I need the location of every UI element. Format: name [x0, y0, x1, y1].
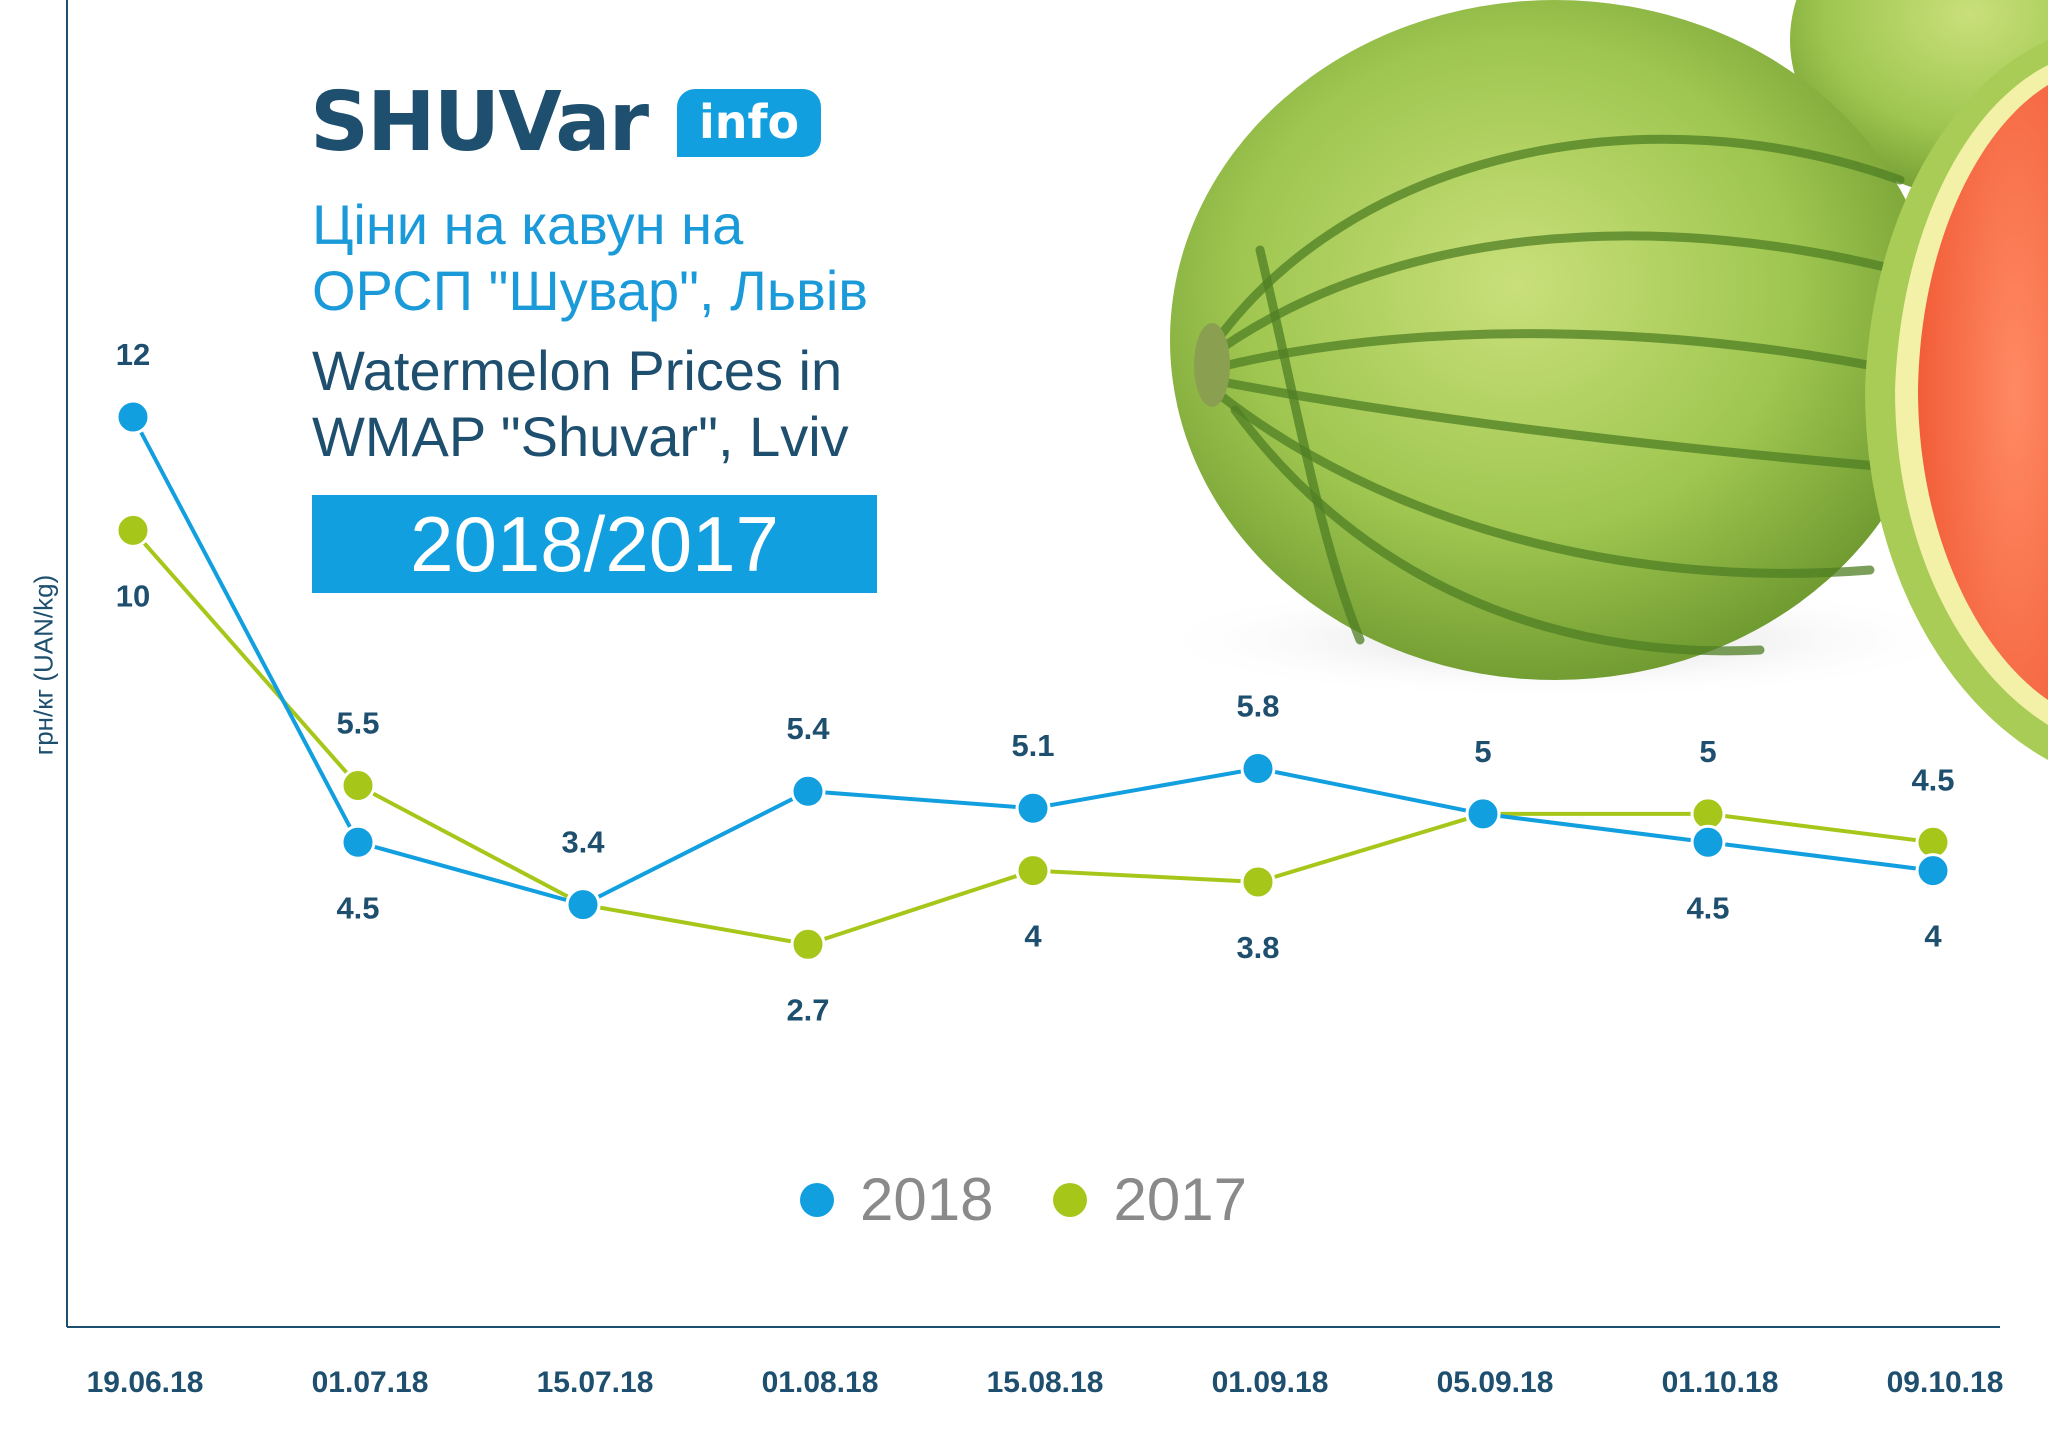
- x-tick-label-1: 01.07.18: [312, 1366, 429, 1399]
- x-tick-label-2: 15.07.18: [537, 1366, 654, 1399]
- title-ukrainian-line2: ОРСП "Шувар", Львів: [312, 259, 869, 322]
- data-label-2018-0: 12: [116, 337, 150, 372]
- data-label-2018-3: 5.4: [786, 711, 830, 746]
- data-point-2018-2: [565, 887, 601, 923]
- x-tick-label-7: 01.10.18: [1662, 1366, 1779, 1399]
- x-tick-label-6: 05.09.18: [1437, 1366, 1554, 1399]
- legend-marker-2017: [1053, 1182, 1088, 1217]
- data-label-2018-5: 5.8: [1236, 689, 1279, 724]
- data-point-2018-7: [1690, 824, 1726, 860]
- data-label-2018-7: 4.5: [1686, 890, 1729, 925]
- data-label-2018-4: 5.1: [1011, 728, 1054, 763]
- legend-label-2018: 2018: [860, 1166, 994, 1233]
- x-tick-label-3: 01.08.18: [762, 1366, 879, 1399]
- title-english-line2: WMAP "Shuvar", Lviv: [312, 405, 849, 468]
- data-point-2018-3: [790, 773, 826, 809]
- data-label-2017-7: 5: [1699, 734, 1716, 769]
- legend-label-2017: 2017: [1113, 1166, 1247, 1233]
- data-label-2017-0: 10: [116, 578, 150, 613]
- data-point-2017-5: [1240, 864, 1276, 900]
- data-point-2017-0: [115, 512, 151, 548]
- data-point-2018-4: [1015, 790, 1051, 826]
- legend-item-2018: 2018: [800, 1165, 993, 1234]
- data-label-2018-6: 5: [1474, 734, 1491, 769]
- legend-marker-2018: [800, 1182, 834, 1217]
- data-point-2018-5: [1240, 751, 1276, 787]
- data-label-2018-8: 4: [1924, 919, 1942, 954]
- years-banner: 2018/2017: [312, 495, 877, 593]
- data-point-2017-4: [1015, 853, 1051, 889]
- series-line-2018: [131, 416, 1934, 907]
- title-ukrainian-line1: Ціни на кавун на: [312, 193, 744, 256]
- chart-legend: 2018 2017: [800, 1165, 1307, 1234]
- data-label-2018-1: 4.5: [336, 890, 379, 925]
- title-english-line1: Watermelon Prices in: [312, 339, 843, 402]
- logo: SHUVar info: [310, 75, 822, 170]
- logo-wordmark: SHUVar: [310, 75, 649, 170]
- title-ukrainian: Ціни на кавун на ОРСП "Шувар", Львів: [312, 192, 868, 324]
- data-label-2017-5: 3.8: [1236, 930, 1279, 965]
- data-point-2018-1: [340, 824, 376, 860]
- legend-item-2017: 2017: [1053, 1165, 1247, 1234]
- x-tick-label-5: 01.09.18: [1212, 1366, 1329, 1399]
- x-tick-label-4: 15.08.18: [987, 1366, 1104, 1399]
- data-label-2017-8: 4.5: [1911, 762, 1954, 797]
- data-point-2018-0: [115, 399, 151, 435]
- data-point-2018-8: [1915, 853, 1951, 889]
- x-tick-label-8: 09.10.18: [1887, 1366, 2004, 1399]
- logo-badge: info: [677, 89, 822, 157]
- data-label-2018-2: 3.4: [561, 825, 605, 860]
- data-point-2018-6: [1465, 796, 1501, 832]
- x-tick-label-0: 19.06.18: [87, 1366, 204, 1399]
- data-point-2017-1: [340, 768, 376, 804]
- title-english: Watermelon Prices in WMAP "Shuvar", Lviv: [312, 338, 849, 470]
- data-label-2017-3: 2.7: [786, 992, 829, 1027]
- data-point-2017-3: [790, 926, 826, 962]
- data-label-2017-4: 4: [1024, 919, 1042, 954]
- data-label-2017-1: 5.5: [336, 706, 379, 741]
